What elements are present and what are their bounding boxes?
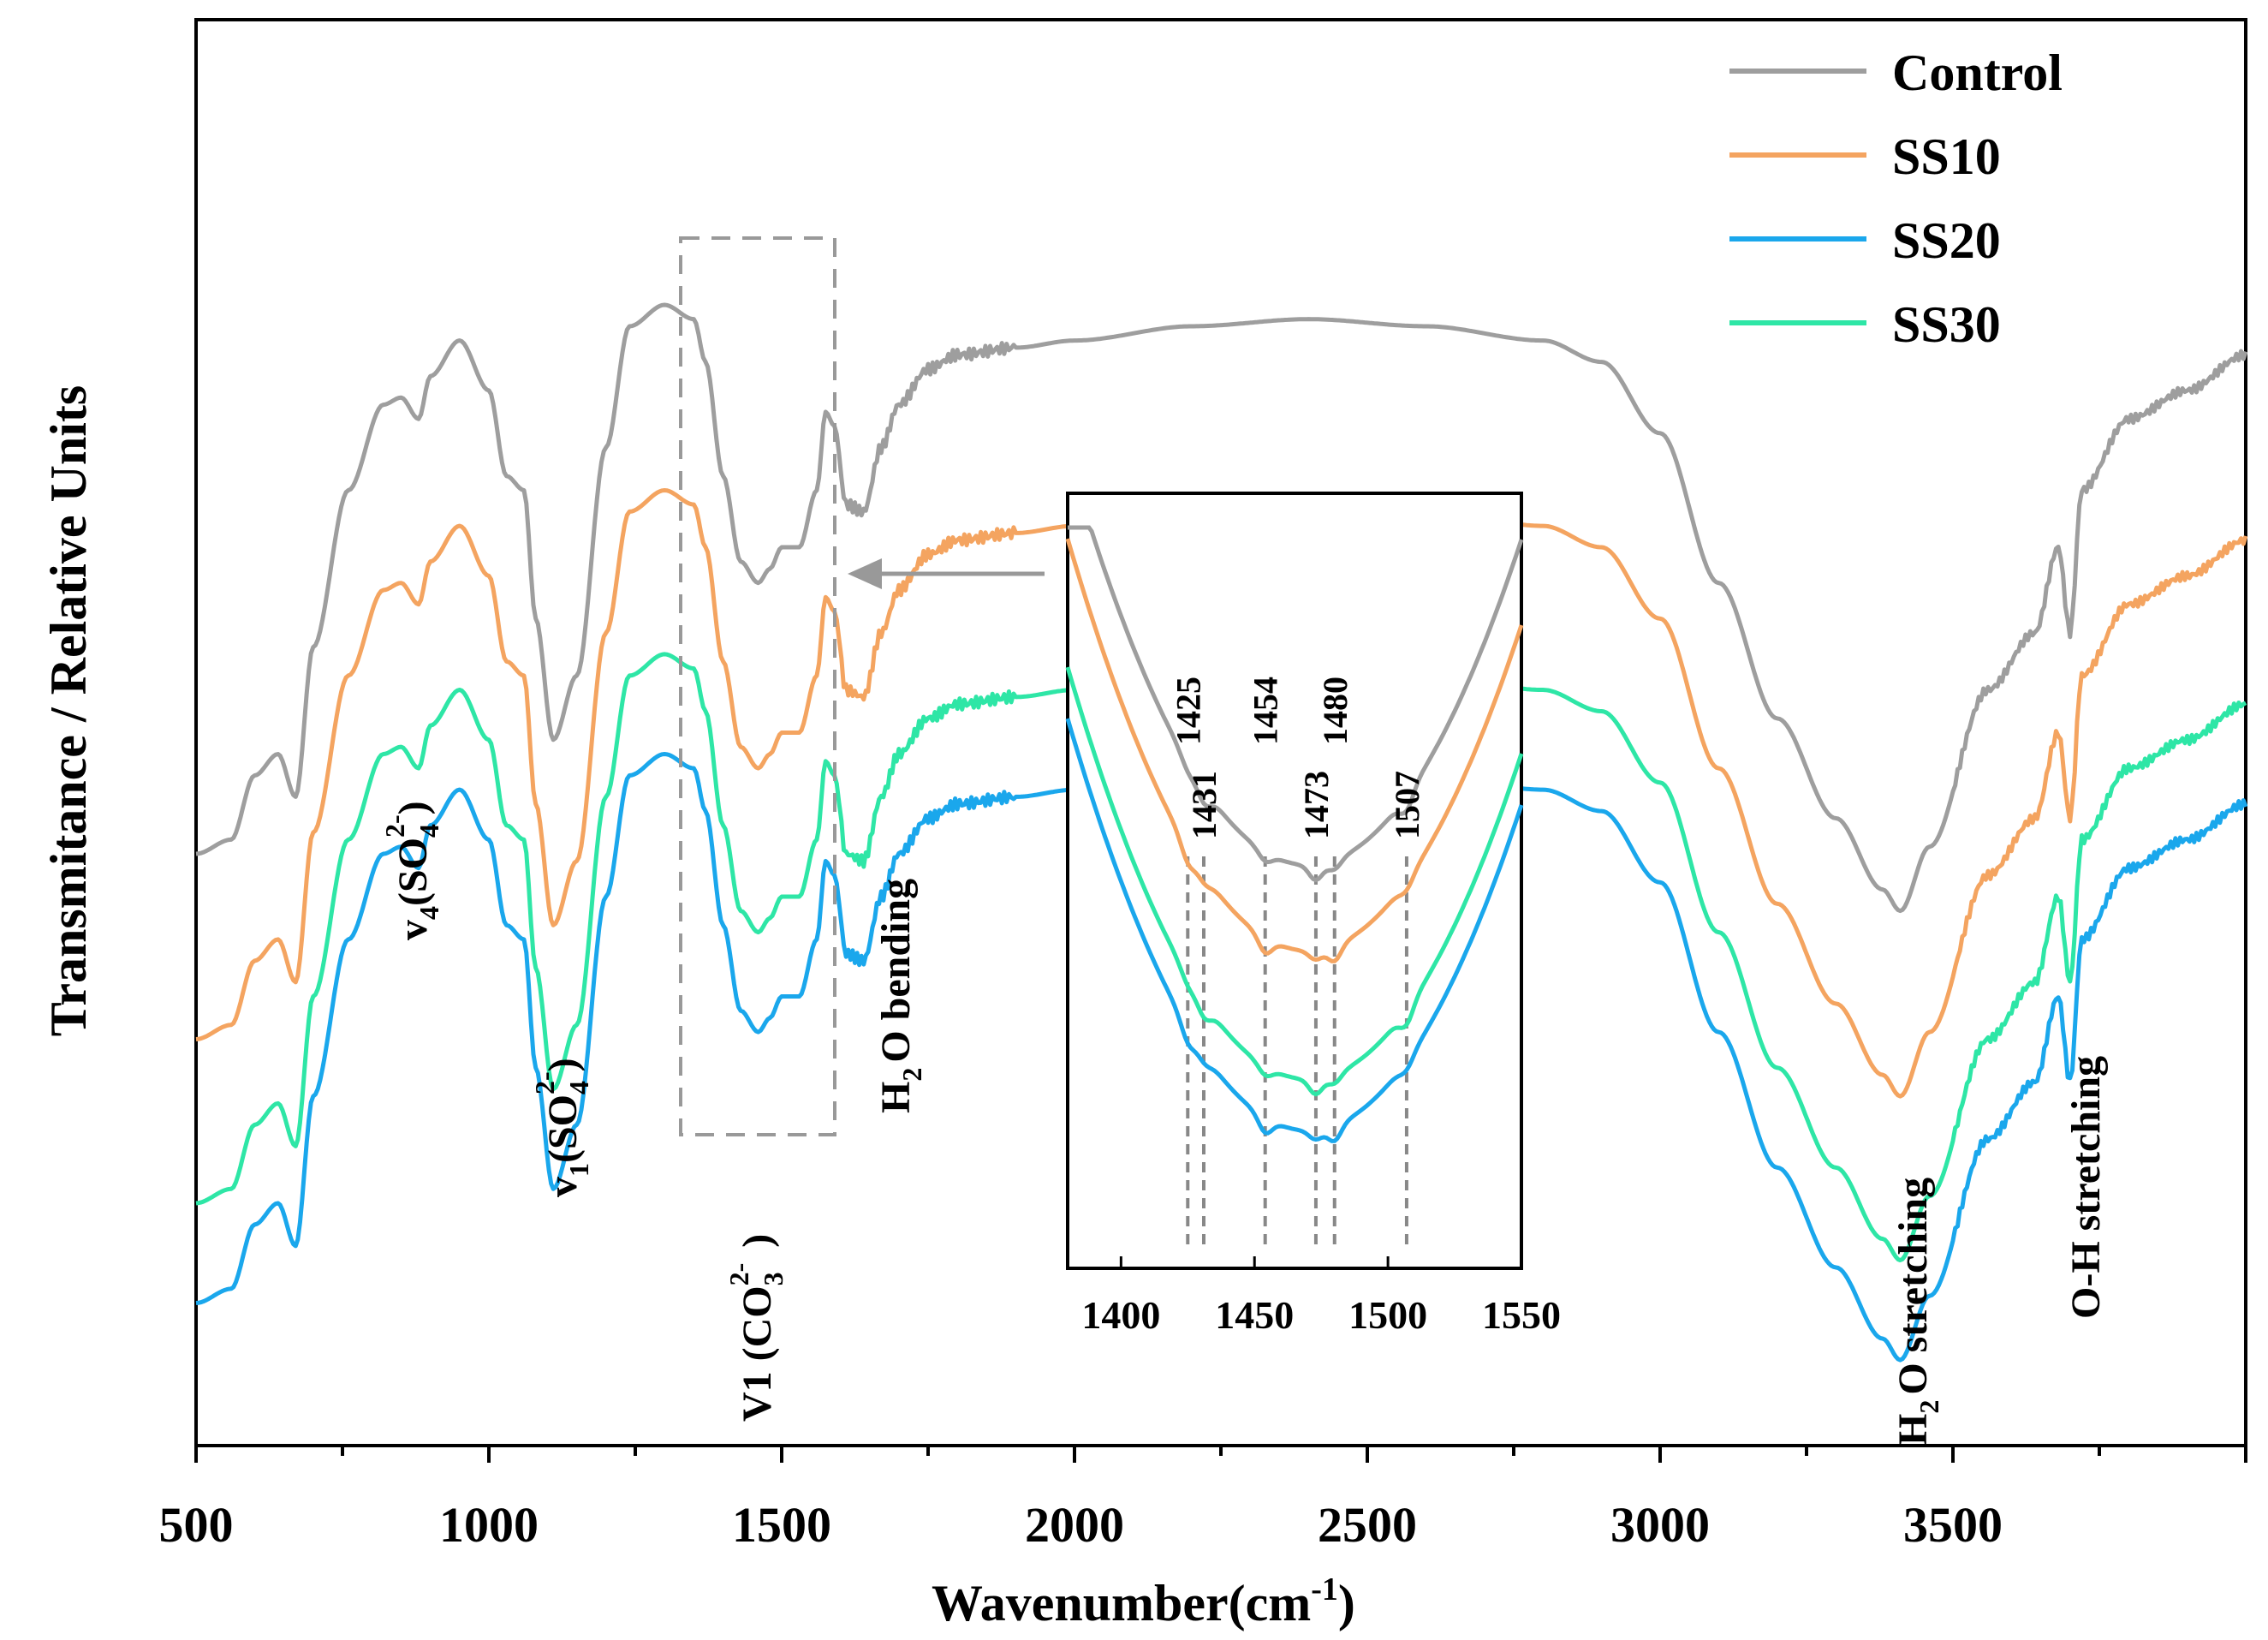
- inset-panel: 1400 1450 1500 1550 1425 1431 1454 1473 1480 150…: [1065, 492, 1561, 1337]
- annotation-v1-so4: v1(SO42-): [529, 1058, 594, 1197]
- inset-tick-label: 1400: [1081, 1293, 1160, 1337]
- x-axis-label: Wavenumber(cm-1): [932, 1571, 1355, 1631]
- inset-peak-label: 1480: [1316, 677, 1354, 745]
- inset-peak-guides: [1186, 856, 1408, 1250]
- inset-series-line: [1065, 666, 1524, 1097]
- legend-label-ss20: SS20: [1892, 212, 2001, 269]
- legend-label-control: Control: [1892, 45, 2063, 101]
- inset-series-line: [1065, 718, 1524, 1143]
- annotation-oh-stretching: O-H stretching: [2063, 1056, 2109, 1319]
- x-tick-label: 500: [159, 1497, 234, 1553]
- x-tick-label: 3500: [1903, 1497, 2003, 1553]
- annotation-v1-co3: V1 (CO32-): [723, 1234, 789, 1422]
- annotation-h2o-bending: H2O bending: [873, 879, 927, 1113]
- x-tick-label: 1000: [439, 1497, 539, 1553]
- inset-peak-label: 1431: [1185, 771, 1223, 839]
- inset-background: [1066, 492, 1523, 1270]
- inset-peak-label: 1454: [1247, 677, 1285, 745]
- inset-series-layer: [1065, 525, 1524, 1143]
- annotation-h2o-stretching: H2O stretching: [1890, 1178, 1944, 1446]
- series-line-control: [195, 302, 2248, 914]
- legend-label-ss30: SS30: [1892, 296, 2001, 353]
- legend-label-ss10: SS10: [1892, 128, 2001, 185]
- inset-tick-label: 1450: [1215, 1293, 1294, 1337]
- inset-x-ticks: 1400 1450 1500 1550: [1081, 1256, 1561, 1337]
- inset-series-line: [1068, 525, 1524, 883]
- annotation-v4-so4: v4(SO42-): [379, 801, 444, 940]
- inset-peak-label: 1473: [1297, 771, 1336, 839]
- inset-pointer-arrowhead: [848, 558, 882, 589]
- legend: Control SS10 SS20 SS30: [1729, 45, 2063, 353]
- x-tick-label: 1500: [732, 1497, 831, 1553]
- inset-series-line: [1065, 538, 1524, 963]
- inset-peak-label: 1507: [1388, 771, 1426, 839]
- zoom-region-box: [679, 236, 836, 1136]
- x-axis-ticks: 500 1000 1500 2000 2500 3000 3500: [159, 1446, 2247, 1553]
- x-tick-label: 2500: [1318, 1497, 1417, 1553]
- inset-peak-labels: 1425 1431 1454 1473 1480 1507: [1169, 677, 1426, 839]
- x-tick-label: 3000: [1610, 1497, 1710, 1553]
- x-tick-label: 2000: [1025, 1497, 1124, 1553]
- inset-tick-label: 1550: [1482, 1293, 1561, 1337]
- inset-tick-label: 1500: [1348, 1293, 1427, 1337]
- inset-peak-label: 1425: [1169, 677, 1207, 745]
- y-axis-label: Transmitance / Relative Units: [40, 385, 97, 1036]
